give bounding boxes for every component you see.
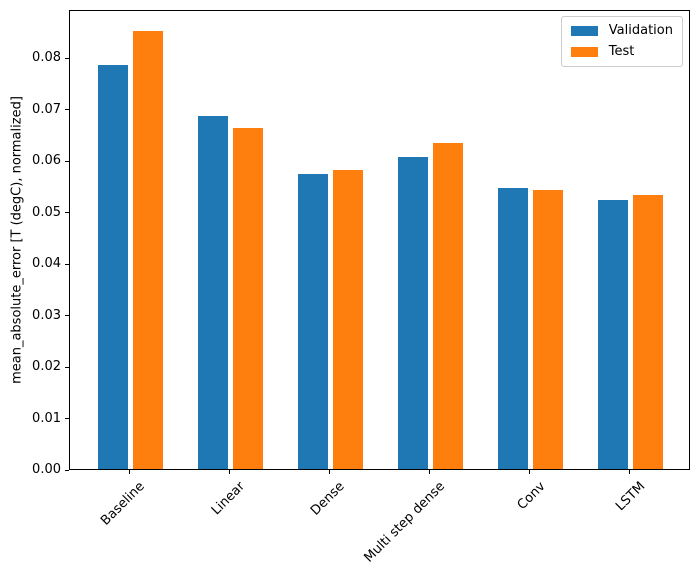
bar-validation-lstm bbox=[598, 200, 629, 469]
plot-area: Validation Test bbox=[69, 10, 690, 470]
y-tick-label: 0.02 bbox=[32, 359, 61, 375]
y-tick-mark bbox=[65, 263, 69, 265]
legend-label-validation: Validation bbox=[608, 23, 673, 38]
x-tick-mark bbox=[429, 470, 431, 474]
legend-label-test: Test bbox=[608, 44, 635, 59]
y-tick-label: 0.08 bbox=[32, 50, 61, 66]
y-tick-label: 0.07 bbox=[32, 101, 61, 117]
bar-validation-multi-step-dense bbox=[398, 157, 429, 469]
x-tick-label: LSTM bbox=[613, 479, 649, 515]
legend-item-validation: Validation bbox=[570, 23, 673, 38]
y-tick-label: 0.04 bbox=[32, 256, 61, 272]
bar-test-linear bbox=[232, 127, 263, 469]
x-tick-mark bbox=[629, 470, 631, 474]
y-tick-mark bbox=[65, 109, 69, 111]
y-tick-mark bbox=[65, 160, 69, 162]
legend: Validation Test bbox=[560, 16, 683, 67]
y-tick-label: 0.00 bbox=[32, 462, 61, 477]
bar-validation-baseline bbox=[97, 64, 128, 469]
x-tick-label: Conv bbox=[514, 479, 549, 513]
y-tick-label: 0.05 bbox=[32, 204, 61, 220]
x-tick-mark bbox=[128, 470, 130, 474]
x-tick-mark bbox=[328, 470, 330, 474]
y-tick-mark bbox=[65, 57, 69, 59]
x-tick-mark bbox=[228, 470, 230, 474]
x-tick-label: Linear bbox=[208, 479, 248, 519]
bar-validation-conv bbox=[498, 188, 529, 469]
x-tick-mark bbox=[529, 470, 531, 474]
bar-validation-dense bbox=[297, 174, 328, 469]
y-tick-label: 0.01 bbox=[32, 410, 61, 426]
bar-test-dense bbox=[332, 169, 363, 469]
legend-item-test: Test bbox=[570, 44, 673, 59]
x-tick-label: Dense bbox=[308, 479, 349, 519]
y-tick-mark bbox=[65, 469, 69, 471]
y-axis-label: mean_absolute_error [T (degC), normalize… bbox=[9, 96, 25, 384]
y-tick-mark bbox=[65, 366, 69, 368]
validation-color-swatch bbox=[570, 25, 598, 36]
x-tick-label: Multi step dense bbox=[361, 479, 449, 566]
bar-test-conv bbox=[533, 189, 564, 469]
y-tick-label: 0.03 bbox=[32, 307, 61, 323]
x-tick-label: Baseline bbox=[98, 479, 148, 529]
bar-test-baseline bbox=[132, 30, 163, 469]
y-tick-mark bbox=[65, 315, 69, 317]
y-tick-mark bbox=[65, 418, 69, 420]
y-tick-mark bbox=[65, 212, 69, 214]
y-tick-label: 0.06 bbox=[32, 153, 61, 169]
bar-test-lstm bbox=[633, 195, 664, 469]
test-color-swatch bbox=[570, 46, 598, 57]
bar-validation-linear bbox=[197, 115, 228, 469]
bar-test-multi-step-dense bbox=[433, 143, 464, 469]
